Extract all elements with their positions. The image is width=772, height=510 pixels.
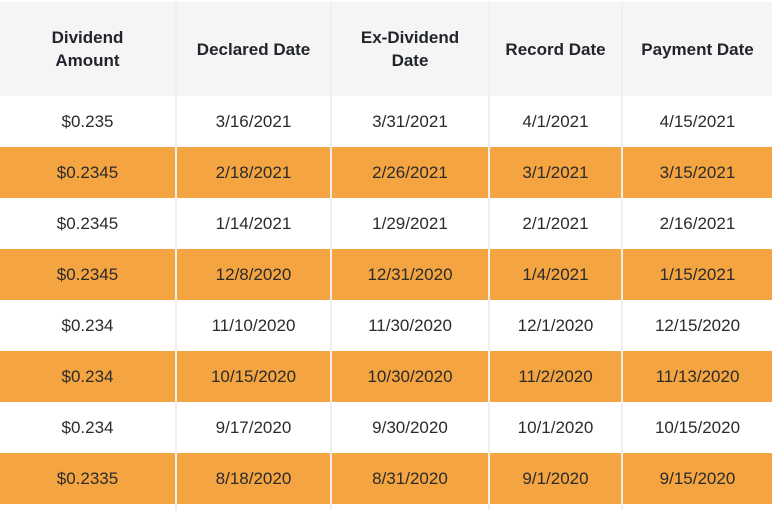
date-cell: 2/16/2021 <box>621 198 772 249</box>
column-header-label: Record Date <box>505 39 606 59</box>
date-cell: 11/10/2020 <box>175 300 331 351</box>
table-row: $0.2345 2/18/2021 2/26/2021 3/1/2021 3/15/20… <box>0 147 772 198</box>
dividend-amount-cell: $0.234 <box>0 351 176 402</box>
date-cell: 12/31/2020 <box>330 249 489 300</box>
date-cell: 1/15/2021 <box>621 249 772 300</box>
date-cell: 8/31/2020 <box>330 453 489 504</box>
date-cell: 11/13/2020 <box>621 351 772 402</box>
empty-cell <box>175 504 331 510</box>
date-cell: 8/18/2020 <box>175 453 331 504</box>
column-header-label: Payment Date <box>641 39 754 59</box>
date-cell: 9/15/2020 <box>621 453 772 504</box>
date-cell: 3/16/2021 <box>175 96 331 147</box>
empty-cell <box>330 504 489 510</box>
dividend-amount-cell: $0.2335 <box>0 453 176 504</box>
date-cell: 9/1/2020 <box>488 453 622 504</box>
column-header-payment-date: Payment Date <box>621 0 772 96</box>
empty-cell <box>488 504 622 510</box>
column-header-label: Ex-Dividend Date <box>360 28 460 70</box>
column-header-declared-date: Declared Date <box>175 0 331 96</box>
table-row: $0.234 9/17/2020 9/30/2020 10/1/2020 10/15/2… <box>0 402 772 453</box>
date-cell: 3/15/2021 <box>621 147 772 198</box>
date-cell: 2/1/2021 <box>488 198 622 249</box>
empty-cell <box>0 504 176 510</box>
table-row: $0.234 11/10/2020 11/30/2020 12/1/2020 12/15… <box>0 300 772 351</box>
dividend-amount-cell: $0.234 <box>0 402 176 453</box>
column-header-dividend-amount: Dividend Amount <box>0 0 176 96</box>
header-row: Dividend Amount Declared Date Ex-Dividend … <box>0 0 772 96</box>
table-row: $0.2345 12/8/2020 12/31/2020 1/4/2021 1/15/2… <box>0 249 772 300</box>
date-cell: 12/15/2020 <box>621 300 772 351</box>
date-cell: 10/1/2020 <box>488 402 622 453</box>
date-cell: 9/30/2020 <box>330 402 489 453</box>
date-cell: 3/1/2021 <box>488 147 622 198</box>
date-cell: 11/30/2020 <box>330 300 489 351</box>
date-cell: 10/30/2020 <box>330 351 489 402</box>
date-cell: 11/2/2020 <box>488 351 622 402</box>
date-cell: 4/15/2021 <box>621 96 772 147</box>
date-cell: 1/14/2021 <box>175 198 331 249</box>
date-cell: 12/1/2020 <box>488 300 622 351</box>
date-cell: 4/1/2021 <box>488 96 622 147</box>
date-cell: 10/15/2020 <box>175 351 331 402</box>
dividend-amount-cell: $0.2345 <box>0 198 176 249</box>
column-header-ex-dividend-date: Ex-Dividend Date <box>330 0 489 96</box>
dividend-amount-cell: $0.234 <box>0 300 176 351</box>
date-cell: 2/18/2021 <box>175 147 331 198</box>
table-row: $0.2335 8/18/2020 8/31/2020 9/1/2020 9/15/20… <box>0 453 772 504</box>
column-header-label: Declared Date <box>196 39 311 59</box>
dividend-amount-cell: $0.2345 <box>0 249 176 300</box>
empty-cell <box>621 504 772 510</box>
column-header-label: Dividend Amount <box>51 28 124 70</box>
dividend-amount-cell: $0.235 <box>0 96 176 147</box>
table-row: $0.234 10/15/2020 10/30/2020 11/2/2020 11/13… <box>0 351 772 402</box>
dividend-amount-cell: $0.2345 <box>0 147 176 198</box>
column-header-record-date: Record Date <box>488 0 622 96</box>
date-cell: 12/8/2020 <box>175 249 331 300</box>
date-cell: 10/15/2020 <box>621 402 772 453</box>
table-row-partial <box>0 504 772 510</box>
date-cell: 3/31/2021 <box>330 96 489 147</box>
date-cell: 2/26/2021 <box>330 147 489 198</box>
table-body: $0.235 3/16/2021 3/31/2021 4/1/2021 4/15/202… <box>0 96 772 510</box>
table-row: $0.2345 1/14/2021 1/29/2021 2/1/2021 2/16/20… <box>0 198 772 249</box>
date-cell: 1/29/2021 <box>330 198 489 249</box>
table-row: $0.235 3/16/2021 3/31/2021 4/1/2021 4/15/202… <box>0 96 772 147</box>
date-cell: 1/4/2021 <box>488 249 622 300</box>
date-cell: 9/17/2020 <box>175 402 331 453</box>
